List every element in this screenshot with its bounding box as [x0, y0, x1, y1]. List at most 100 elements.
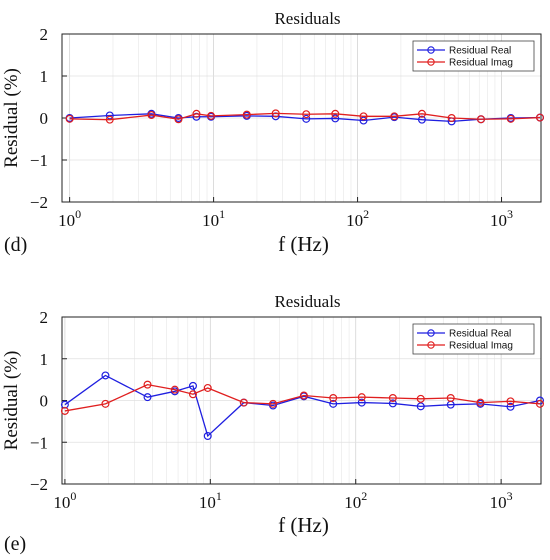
y-tick-label: 1	[40, 350, 49, 369]
data-point	[416, 394, 425, 403]
legend-label: Residual Imag	[449, 341, 513, 352]
data-point	[357, 398, 366, 407]
data-point	[203, 431, 212, 440]
chart-title: Residuals	[274, 9, 340, 28]
y-tick-label: −2	[30, 475, 48, 494]
legend-marker	[427, 329, 435, 337]
series-line	[69, 113, 541, 123]
data-point	[535, 396, 544, 405]
data-point	[506, 402, 515, 411]
data-point	[147, 111, 156, 120]
x-tick-label: 102	[346, 207, 369, 230]
data-point	[271, 109, 280, 118]
data-point	[203, 383, 212, 392]
legend-marker	[427, 341, 435, 349]
y-tick-label: −2	[30, 193, 48, 212]
legend-box	[412, 323, 535, 355]
x-axis-label: f (Hz)	[278, 232, 329, 256]
data-point	[331, 114, 340, 123]
data-point	[65, 114, 74, 123]
data-point	[417, 115, 426, 124]
y-axis-label: Residual (%)	[1, 68, 22, 168]
legend-label: Residual Real	[449, 46, 511, 57]
series-line	[64, 374, 541, 438]
data-point	[192, 109, 201, 118]
y-tick-label: 1	[40, 67, 49, 86]
data-point	[388, 393, 397, 402]
panel-label: (d)	[4, 234, 27, 256]
data-point	[447, 113, 456, 122]
data-point	[535, 113, 544, 122]
data-point	[416, 402, 425, 411]
data-point	[299, 391, 308, 400]
data-point	[417, 109, 426, 118]
data-point	[506, 114, 515, 123]
data-point	[390, 112, 399, 121]
legend-item: Residual Imag	[417, 341, 513, 352]
x-tick-label: 103	[490, 207, 513, 230]
y-tick-label: 2	[40, 308, 49, 327]
legend-item: Residual Real	[417, 46, 511, 57]
chart-panel-1: 2 1 0 −1 −2 100 101 102 103 Residuals f (Hz) Residu…	[1, 9, 544, 256]
data-point	[506, 397, 515, 406]
legend-box	[412, 40, 535, 72]
data-point	[359, 116, 368, 125]
data-point	[269, 399, 278, 408]
legend-item: Residual Imag	[417, 58, 513, 69]
series-residual-imag	[60, 380, 544, 415]
x-axis-label: f (Hz)	[278, 513, 329, 537]
legend-marker	[427, 46, 435, 54]
data-point	[143, 380, 152, 389]
chart-panel-2: 2 1 0 −1 −2 100 101 102 103 Residuals f (Hz) Residu…	[1, 292, 544, 555]
y-tick-label: 0	[40, 109, 49, 128]
data-point	[174, 115, 183, 124]
series-line	[69, 112, 541, 121]
panel-label: (e)	[4, 533, 26, 555]
x-tick-label: 101	[199, 489, 222, 512]
y-tick-label: 2	[40, 25, 49, 44]
data-point	[170, 385, 179, 394]
data-point	[331, 109, 340, 118]
data-point	[239, 398, 248, 407]
data-point	[535, 399, 544, 408]
legend-marker	[427, 58, 435, 66]
data-point	[476, 115, 485, 124]
x-tick-label: 103	[490, 489, 513, 512]
x-tick-label: 100	[58, 207, 81, 230]
data-point	[446, 393, 455, 402]
data-point	[207, 111, 216, 120]
data-point	[302, 114, 311, 123]
series-residual-imag	[65, 109, 544, 124]
legend-label: Residual Imag	[449, 58, 513, 69]
data-point	[60, 406, 69, 415]
y-axis-label: Residual (%)	[1, 351, 22, 451]
data-point	[188, 390, 197, 399]
chart-title: Residuals	[274, 292, 340, 311]
data-point	[101, 399, 110, 408]
data-point	[329, 393, 338, 402]
series-line	[64, 383, 541, 412]
data-point	[242, 110, 251, 119]
x-tick-label: 101	[202, 207, 225, 230]
data-point	[105, 111, 114, 120]
data-point	[359, 112, 368, 121]
data-point	[101, 371, 110, 380]
y-tick-label: −1	[30, 433, 48, 452]
data-point	[188, 381, 197, 390]
data-point	[143, 393, 152, 402]
data-point	[302, 110, 311, 119]
legend-item: Residual Real	[417, 329, 511, 340]
y-tick-label: 0	[40, 392, 49, 411]
legend-label: Residual Real	[449, 329, 511, 340]
data-point	[329, 399, 338, 408]
data-point	[388, 399, 397, 408]
data-point	[357, 393, 366, 402]
data-point	[476, 398, 485, 407]
y-tick-label: −1	[30, 151, 48, 170]
data-point	[105, 115, 114, 124]
x-tick-label: 100	[53, 489, 76, 512]
x-tick-label: 102	[344, 489, 367, 512]
